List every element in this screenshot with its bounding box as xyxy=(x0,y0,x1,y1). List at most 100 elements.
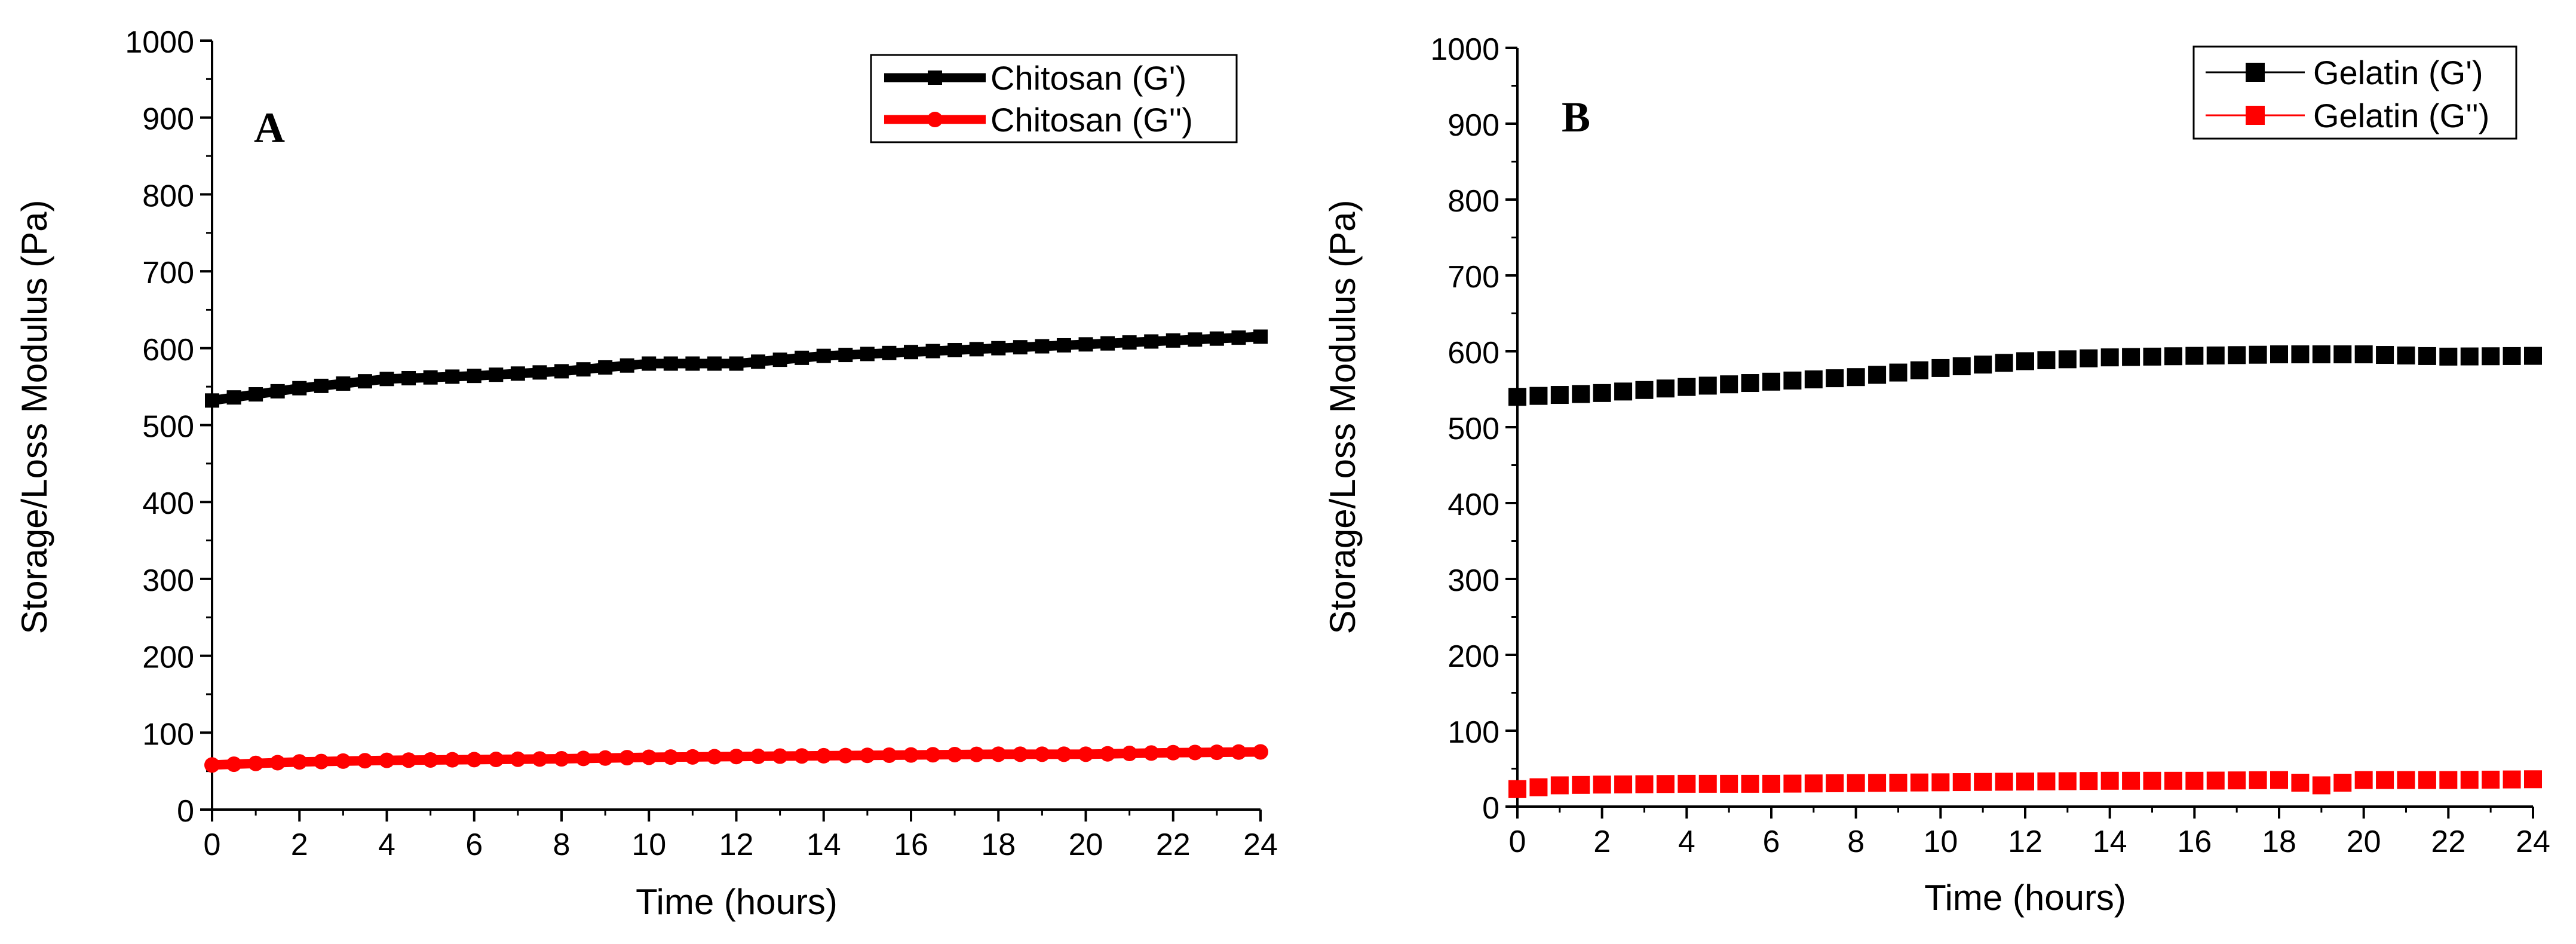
chart-b-series-0-point xyxy=(2206,346,2225,364)
chart-b-series-0-point xyxy=(2503,347,2521,365)
chart-a-x-tick-label: 22 xyxy=(1156,827,1191,862)
chart-a-series-1-point xyxy=(422,752,438,768)
chart-b-series-1-point xyxy=(1974,773,1992,791)
chart-a-x-tick-label: 8 xyxy=(553,827,571,862)
chart-b-y-tick-label: 100 xyxy=(1448,715,1499,750)
chart-a-series-0-point xyxy=(292,381,307,396)
chart-b-panel-label: B xyxy=(1562,93,1590,141)
chart-a-series-1-point xyxy=(488,752,504,768)
chart-a-x-tick-label: 0 xyxy=(204,827,221,862)
chart-a-series-0-point xyxy=(249,387,263,402)
chart-b-x-tick-label: 0 xyxy=(1509,825,1526,859)
chart-b-series-1-point xyxy=(2164,771,2182,790)
chart-b-series-1-point xyxy=(1593,776,1611,794)
chart-a-series-0-point xyxy=(1253,329,1268,344)
chart-a-series-0-point xyxy=(882,345,897,360)
chart-b-series-0-point xyxy=(2016,352,2034,370)
chart-b-series-0-point xyxy=(2354,345,2373,364)
chart-a-y-tick-label: 400 xyxy=(142,486,194,521)
chart-b-x-tick-label: 24 xyxy=(2516,825,2550,859)
chart-b-series-0-point xyxy=(1910,361,1928,379)
chart-a-series-0-point xyxy=(1056,338,1071,353)
chart-a-y-tick-label: 0 xyxy=(177,794,194,829)
chart-a-series-1-point xyxy=(1253,744,1268,760)
chart-a-series-0-point xyxy=(904,345,918,360)
chart-a-series-1-point xyxy=(685,749,701,765)
chart-b-series-1-point xyxy=(1804,774,1823,793)
chart-b-series-1-point xyxy=(1995,773,2013,791)
chart-a-y-axis: Storage/Loss Modulus (Pa) xyxy=(14,200,54,634)
chart-a-series-1-point xyxy=(925,747,941,763)
chart-a-x-tick-label: 20 xyxy=(1069,827,1103,862)
chart-a-series-1-point xyxy=(772,748,788,764)
chart-a-series-1-point xyxy=(554,751,569,767)
chart-a-series-0-point xyxy=(357,374,372,389)
chart-a-series-0-point xyxy=(554,364,569,379)
chart-b-series-0-point xyxy=(2228,346,2246,364)
chart-b-series-1-point xyxy=(2185,771,2204,790)
chart-a-series-1-point xyxy=(269,755,286,771)
chart-a-series-0-point xyxy=(336,376,351,391)
chart-a-series-1-point xyxy=(1078,746,1094,762)
chart-a-x-tick-label: 16 xyxy=(894,827,928,862)
chart-a-x-tick-label: 14 xyxy=(806,827,841,862)
chart-b-series-0-point xyxy=(2143,347,2161,366)
chart-a-series-0-point xyxy=(1166,333,1180,348)
chart-b-series-1-point xyxy=(2122,771,2140,790)
chart-a-series-1-point xyxy=(881,747,897,763)
chart-a-y-tick-label: 100 xyxy=(142,717,194,752)
chart-b-series-1-point xyxy=(2249,771,2267,789)
chart-b-series-0-point xyxy=(2397,346,2415,364)
chart-a-legend-label-0: Chitosan (G') xyxy=(990,59,1186,97)
chart-a-series-0-point xyxy=(1100,336,1115,351)
chart-a-series-0-point xyxy=(663,356,678,371)
chart-a-series-0-point xyxy=(685,356,700,371)
chart-a-series-1-point xyxy=(947,746,963,762)
chart-b-y-axis: Storage/Loss Modulus (Pa) xyxy=(1323,200,1363,634)
chart-a-series-1-point xyxy=(226,756,242,773)
chart-b-series-1-point xyxy=(2228,771,2246,790)
chart-a-legend-marker-0 xyxy=(928,71,942,85)
chart-b-series-1-point xyxy=(2524,770,2542,789)
chart-a-series-0-point xyxy=(969,342,984,357)
chart-a-series-1-point xyxy=(663,749,679,765)
chart-a-series-1-point xyxy=(532,751,548,767)
chart-b-series-0-point xyxy=(2122,348,2140,366)
chart-a-series-1-point xyxy=(1121,746,1137,762)
chart-b-series-1-point xyxy=(1826,774,1844,792)
chart-b-series-0-point xyxy=(1678,378,1696,396)
chart-b-series-0-point xyxy=(1656,379,1675,398)
chart-a-series-1-point xyxy=(401,752,417,768)
chart-a-series-0-point xyxy=(772,353,787,367)
chart-b-x-tick-label: 20 xyxy=(2347,825,2381,859)
chart-b-xlabel: Time (hours) xyxy=(1924,878,2126,918)
chart-b-series-0-point xyxy=(2058,350,2077,369)
chart-b: Storage/Loss Modulus (Pa) Time (hours) B… xyxy=(1323,45,2517,918)
chart-b-legend-label-0: Gelatin (G') xyxy=(2313,54,2483,91)
chart-a-series-0-point xyxy=(1144,334,1159,349)
chart-b-legend-marker-0 xyxy=(2246,63,2265,82)
chart-b-series-1-point xyxy=(1698,774,1717,793)
chart-a-x-tick-label: 12 xyxy=(719,827,754,862)
chart-a-y-tick-label: 200 xyxy=(142,640,194,675)
chart-b-x-tick-label: 14 xyxy=(2093,825,2127,859)
chart-a-y-tick-label: 900 xyxy=(142,102,194,137)
chart-a-series-0-point xyxy=(1078,337,1093,352)
chart-a-x-tick-label: 18 xyxy=(981,827,1016,862)
chart-b-series-0-point xyxy=(1868,366,1887,384)
chart-a-legend-label-1: Chitosan (G'') xyxy=(990,101,1193,139)
chart-b-series-1-point xyxy=(1529,778,1548,796)
chart-b-legend-label-1: Gelatin (G'') xyxy=(2313,97,2489,134)
chart-a-series-1-point xyxy=(641,749,657,765)
chart-a-series-0-point xyxy=(642,356,657,371)
chart-b-series-0-point xyxy=(1614,382,1633,401)
chart-a-series-1-point xyxy=(1231,744,1247,760)
chart-b-series-0-point xyxy=(1572,385,1590,403)
chart-a-xlabel: Time (hours) xyxy=(636,882,838,922)
chart-a-series-1-point xyxy=(510,751,526,767)
chart-b-y-tick-label: 500 xyxy=(1448,412,1499,446)
chart-b-series-0-point xyxy=(1847,368,1865,387)
chart-b-series-1-point xyxy=(1508,780,1526,798)
